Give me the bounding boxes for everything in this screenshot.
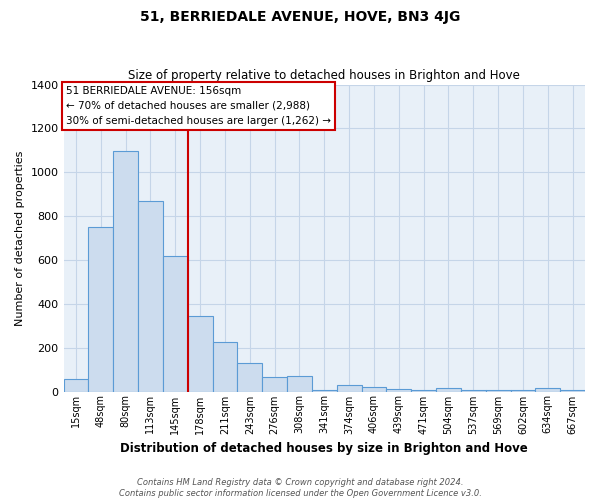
X-axis label: Distribution of detached houses by size in Brighton and Hove: Distribution of detached houses by size … [121, 442, 528, 455]
Bar [461, 390, 485, 392]
Bar [88, 227, 113, 392]
Bar [113, 152, 138, 392]
Bar [362, 387, 386, 392]
Bar [238, 363, 262, 392]
Bar [312, 390, 337, 392]
Bar [138, 201, 163, 392]
Y-axis label: Number of detached properties: Number of detached properties [15, 150, 25, 326]
Bar [386, 390, 411, 392]
Bar [535, 388, 560, 392]
Bar [163, 256, 188, 392]
Bar [411, 390, 436, 392]
Bar [560, 390, 585, 392]
Text: Contains HM Land Registry data © Crown copyright and database right 2024.
Contai: Contains HM Land Registry data © Crown c… [119, 478, 481, 498]
Bar [212, 342, 238, 392]
Title: Size of property relative to detached houses in Brighton and Hove: Size of property relative to detached ho… [128, 69, 520, 82]
Bar [337, 385, 362, 392]
Bar [436, 388, 461, 392]
Bar [287, 376, 312, 392]
Text: 51, BERRIEDALE AVENUE, HOVE, BN3 4JG: 51, BERRIEDALE AVENUE, HOVE, BN3 4JG [140, 10, 460, 24]
Bar [64, 380, 88, 392]
Bar [485, 390, 511, 392]
Bar [262, 378, 287, 392]
Bar [188, 316, 212, 392]
Bar [511, 390, 535, 392]
Text: 51 BERRIEDALE AVENUE: 156sqm
← 70% of detached houses are smaller (2,988)
30% of: 51 BERRIEDALE AVENUE: 156sqm ← 70% of de… [66, 86, 331, 126]
